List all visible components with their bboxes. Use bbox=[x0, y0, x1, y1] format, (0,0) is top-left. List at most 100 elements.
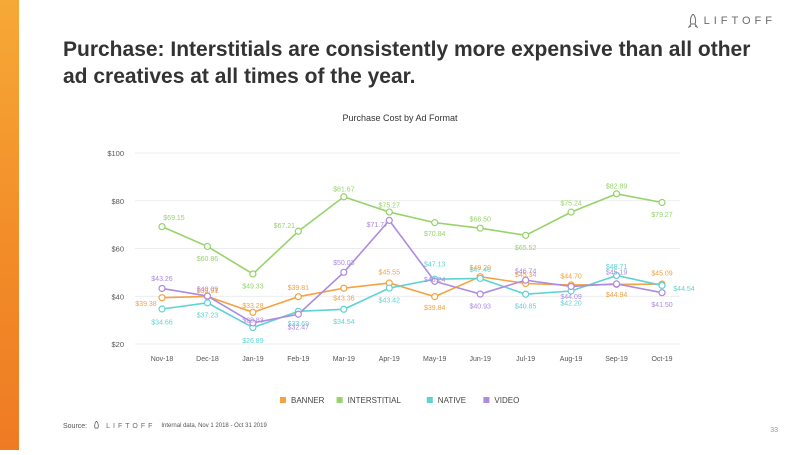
x-tick-label: Jan-19 bbox=[242, 356, 264, 363]
data-point-video bbox=[476, 290, 484, 298]
data-point-native bbox=[658, 281, 666, 290]
series-line-native bbox=[161, 274, 663, 329]
data-label-native: $47.46 bbox=[469, 267, 491, 274]
data-point-interstitial bbox=[385, 208, 393, 216]
x-tick-label: Oct-19 bbox=[651, 356, 672, 363]
data-label-interstitial: $75.27 bbox=[379, 203, 401, 210]
data-point-video bbox=[431, 277, 439, 285]
data-label-video: $40.09 bbox=[197, 287, 219, 294]
data-point-video bbox=[385, 216, 393, 224]
y-tick-label: $80 bbox=[111, 197, 124, 206]
brand-logo: LIFTOFF bbox=[687, 14, 776, 28]
data-point-interstitial bbox=[249, 270, 257, 278]
data-label-banner: $44.70 bbox=[560, 274, 582, 281]
x-tick-label: Jun-19 bbox=[469, 356, 491, 363]
data-point-interstitial bbox=[340, 193, 348, 201]
y-tick-label: $60 bbox=[111, 245, 124, 254]
data-label-interstitial: $49.33 bbox=[242, 283, 264, 290]
data-point-native bbox=[476, 274, 484, 283]
x-axis: Nov-18 Dec-18 Jan-19 Feb-19 Mar-19 Apr-19 May-… bbox=[151, 356, 673, 363]
data-point-interstitial bbox=[158, 223, 166, 231]
x-tick-label: Mar-19 bbox=[333, 356, 355, 363]
data-label-banner: $45.09 bbox=[651, 271, 673, 278]
data-label-native: $33.69 bbox=[288, 321, 310, 328]
data-labels: $39.38 $39.91 $33.28 $39.81 $43.36 $45.55 $39.… bbox=[135, 183, 695, 345]
data-label-video: $44.09 bbox=[560, 294, 582, 301]
data-point-interstitial bbox=[567, 208, 575, 216]
data-point-banner bbox=[431, 293, 439, 301]
data-label-interstitial: $70.84 bbox=[424, 231, 446, 238]
data-label-native: $44.54 bbox=[673, 286, 695, 293]
data-label-video: $40.93 bbox=[469, 304, 491, 311]
x-tick-label: Jul-19 bbox=[516, 356, 535, 363]
data-label-video: $50.03 bbox=[333, 260, 355, 267]
chart-title: Purchase Cost by Ad Format bbox=[342, 113, 458, 123]
data-label-banner: $33.28 bbox=[242, 303, 264, 310]
data-point-banner bbox=[158, 294, 166, 302]
data-point-video bbox=[158, 284, 166, 293]
data-label-interstitial: $65.52 bbox=[515, 245, 537, 252]
data-label-native: $43.42 bbox=[379, 298, 401, 305]
data-label-interstitial: $69.15 bbox=[163, 215, 185, 222]
data-point-video bbox=[612, 280, 621, 288]
source-note: Internal data, Nov 1 2018 - Oct 31 2019 bbox=[161, 423, 267, 429]
data-point-interstitial bbox=[476, 224, 484, 232]
data-label-native: $42.20 bbox=[560, 300, 582, 307]
data-label-native: $47.13 bbox=[424, 262, 446, 269]
data-label-video: $71.77 bbox=[367, 222, 389, 229]
data-point-interstitial bbox=[658, 198, 666, 207]
data-label-banner: $45.34 bbox=[515, 272, 537, 279]
rocket-icon bbox=[94, 421, 99, 429]
data-point-native bbox=[158, 305, 166, 313]
data-label-interstitial: $79.27 bbox=[651, 212, 673, 219]
data-label-video: $28.83 bbox=[242, 317, 264, 324]
series-points bbox=[158, 190, 666, 332]
data-label-interstitial: $67.21 bbox=[274, 223, 296, 230]
legend-label-video: VIDEO bbox=[494, 396, 519, 405]
data-label-native: $34.66 bbox=[151, 319, 173, 326]
data-point-video bbox=[203, 292, 212, 300]
series-lines bbox=[161, 193, 663, 329]
chart-grid bbox=[135, 152, 680, 345]
data-label-video: $41.50 bbox=[651, 302, 673, 309]
legend-swatch-interstitial bbox=[336, 397, 343, 403]
brand-name: LIFTOFF bbox=[703, 15, 776, 27]
data-label-banner: $45.55 bbox=[379, 269, 401, 276]
data-point-video bbox=[567, 282, 575, 291]
legend-swatch-banner bbox=[280, 397, 286, 403]
data-point-native bbox=[203, 299, 212, 307]
series-line-banner bbox=[161, 275, 663, 314]
page-number: 33 bbox=[770, 427, 778, 434]
data-label-interstitial: $82.89 bbox=[606, 183, 628, 190]
data-point-video bbox=[522, 276, 530, 284]
y-tick-label: $100 bbox=[107, 149, 124, 158]
legend-swatch-video bbox=[483, 397, 490, 403]
accent-side-bar bbox=[0, 0, 19, 450]
data-label-video: $32.47 bbox=[288, 325, 310, 332]
data-point-interstitial bbox=[203, 242, 212, 251]
data-label-native: $37.23 bbox=[197, 312, 219, 319]
x-tick-label: Nov-18 bbox=[151, 356, 174, 363]
page-title: Purchase: Interstitials are consistently… bbox=[63, 38, 751, 88]
legend-label-banner: BANNER bbox=[291, 396, 325, 405]
series-line-video bbox=[161, 219, 663, 324]
data-point-banner bbox=[249, 308, 257, 316]
data-label-video: $46.24 bbox=[424, 277, 446, 284]
x-tick-label: May-19 bbox=[423, 356, 446, 363]
data-label-video: $43.26 bbox=[151, 276, 173, 283]
x-tick-label: Feb-19 bbox=[287, 356, 309, 363]
data-point-interstitial bbox=[431, 219, 439, 227]
source-label: Source: bbox=[63, 422, 88, 430]
data-label-banner: $44.94 bbox=[606, 292, 628, 299]
data-point-video bbox=[249, 319, 257, 327]
data-label-interstitial: $60.86 bbox=[197, 256, 219, 263]
data-label-banner: $39.38 bbox=[135, 301, 157, 308]
x-tick-label: Apr-19 bbox=[379, 356, 400, 363]
data-point-native bbox=[385, 284, 393, 292]
data-label-banner: $48.20 bbox=[469, 265, 491, 272]
data-point-video bbox=[340, 268, 348, 276]
data-label-video: $46.74 bbox=[515, 269, 537, 276]
data-label-banner: $43.36 bbox=[333, 296, 355, 303]
x-tick-label: Dec-18 bbox=[196, 356, 219, 363]
